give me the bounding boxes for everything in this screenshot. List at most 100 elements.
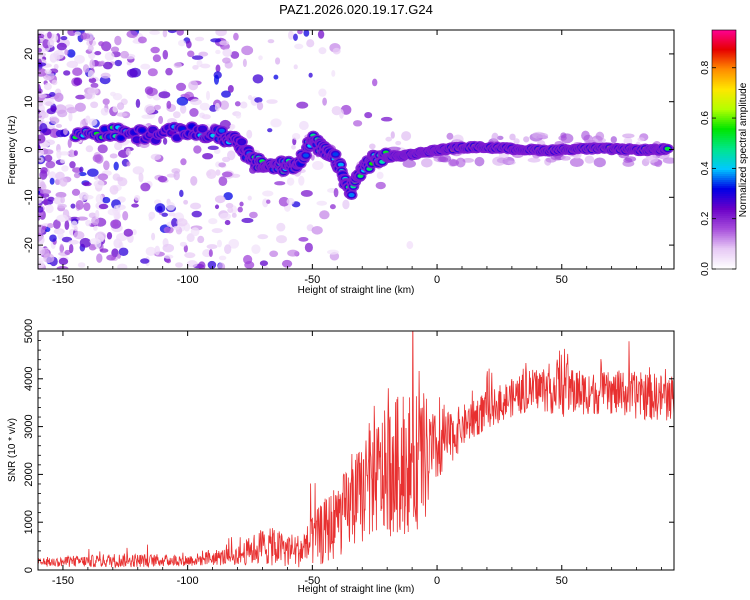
spectrogram-noise-blob — [103, 160, 110, 171]
spectrogram-noise-blob — [246, 129, 253, 139]
spectrogram-noise-blob — [67, 30, 77, 37]
spectrogram-noise-blob — [375, 181, 386, 190]
colorbar-segment — [712, 243, 736, 246]
spectrogram-noise-blob — [93, 179, 105, 189]
spectrogram-noise-blob — [145, 246, 157, 256]
spectrogram-noise-blob — [100, 107, 109, 116]
spectrogram-noise-blob — [304, 242, 313, 253]
spectrogram-noise-blob — [138, 172, 144, 183]
colorbar-segment — [712, 53, 736, 57]
spectrogram-noise-blob — [372, 78, 378, 87]
spectrogram-y-tick-label: 0 — [23, 146, 35, 152]
colorbar-segment — [712, 219, 736, 222]
spectrogram-noise-blob — [191, 210, 202, 218]
spectrogram-noise-blob — [231, 205, 237, 215]
spectrogram-noise-blob — [150, 153, 162, 161]
colorbar-segment — [712, 97, 736, 101]
spectrogram-noise-blob — [50, 106, 57, 112]
colorbar-segment — [712, 187, 736, 190]
spectrogram-noise-blob — [60, 36, 68, 41]
spectrogram-noise-blob — [319, 210, 330, 220]
colorbar-segment — [712, 87, 736, 91]
spectrogram-noise-blob — [421, 158, 433, 168]
spectrogram-noise-blob — [131, 203, 139, 208]
spectrogram-noise-blob — [275, 235, 288, 244]
spectrogram-noise-blob — [270, 118, 282, 128]
colorbar-segment — [712, 245, 736, 248]
colorbar-segment — [712, 235, 736, 238]
spectrogram-noise-blob — [69, 149, 74, 157]
spectrogram-noise-blob — [523, 136, 530, 143]
spectrogram-noise-blob — [560, 133, 574, 144]
spectrogram-noise-blob — [78, 172, 87, 177]
spectrogram-trace-core — [168, 130, 175, 135]
colorbar-segment — [712, 39, 736, 43]
colorbar-segment — [712, 205, 736, 208]
spectrogram-noise-blob — [113, 205, 119, 212]
spectrogram-noise-blob — [76, 216, 88, 221]
spectrogram-noise-blob — [167, 212, 176, 217]
spectrogram-noise-blob — [38, 52, 47, 57]
spectrogram-noise-blob — [276, 222, 286, 232]
spectrogram-noise-blob — [215, 49, 221, 55]
spectrogram-noise-blob — [68, 111, 73, 122]
spectrogram-noise-blob — [262, 265, 269, 269]
spectrogram-noise-blob — [74, 31, 82, 37]
spectrogram-noise-blob — [206, 244, 218, 250]
colorbar-segment — [712, 261, 736, 264]
spectrogram-noise-blob — [303, 30, 310, 37]
spectrogram-noise-blob — [47, 31, 52, 39]
spectrogram-noise-blob — [73, 150, 78, 156]
snr-series-line — [38, 331, 674, 569]
spectrogram-trace-core — [332, 152, 339, 157]
spectrogram-noise-blob — [83, 202, 91, 212]
spectrogram-noise-blob — [224, 220, 231, 226]
spectrogram-noise-blob — [106, 254, 116, 261]
spectrogram-noise-blob — [222, 48, 233, 57]
colorbar-tick-label: 0.2 — [700, 211, 711, 225]
spectrogram-noise-blob — [308, 72, 313, 78]
spectrogram-noise-blob — [52, 219, 61, 230]
colorbar-segment — [712, 183, 736, 186]
spectrogram-noise-blob — [624, 156, 637, 162]
spectrogram-noise-blob — [233, 32, 239, 41]
spectrogram-noise-blob — [214, 204, 220, 210]
snr-background — [38, 331, 674, 570]
spectrogram-noise-blob — [118, 247, 129, 256]
spectrogram-noise-blob — [112, 105, 119, 113]
spectrogram-noise-blob — [287, 30, 294, 40]
spectrogram-noise-blob — [186, 40, 192, 49]
colorbar-segment — [712, 31, 736, 35]
spectrogram-trace-core — [117, 135, 124, 140]
spectrogram-noise-blob — [267, 128, 273, 133]
colorbar-segment — [712, 65, 736, 69]
spectrogram-noise-blob — [300, 189, 313, 197]
spectrogram-noise-blob — [364, 112, 373, 119]
colorbar-segment — [712, 77, 736, 81]
spectrogram-noise-blob — [151, 232, 156, 241]
spectrogram-noise-blob — [167, 30, 177, 34]
spectrogram-noise-blob — [221, 90, 231, 98]
spectrogram-noise-blob — [206, 169, 217, 180]
spectrogram-noise-blob — [40, 167, 48, 174]
spectrogram-noise-blob — [39, 181, 46, 190]
spectrogram-noise-blob — [60, 158, 66, 164]
spectrogram-noise-blob — [333, 187, 339, 198]
spectrogram-trace-core — [199, 126, 206, 131]
spectrogram-trace-core — [101, 127, 108, 132]
colorbar-segment — [712, 111, 736, 115]
spectrogram-noise-blob — [239, 201, 244, 207]
spectrogram-noise-blob — [223, 192, 233, 201]
spectrogram-noise-blob — [165, 258, 172, 264]
spectrogram-noise-blob — [474, 156, 485, 167]
spectrogram-noise-blob — [67, 138, 72, 149]
spectrogram-noise-blob — [298, 237, 309, 242]
colorbar-segment — [712, 145, 736, 149]
spectrogram-noise-blob — [259, 260, 269, 267]
spectrogram-noise-blob — [190, 175, 198, 186]
spectrogram-noise-blob — [189, 202, 202, 210]
spectrogram-noise-blob — [98, 203, 109, 210]
spectrogram-noise-blob — [74, 102, 86, 112]
snr-y-tick-label: 1000 — [23, 510, 35, 534]
spectrogram-noise-blob — [296, 101, 309, 109]
